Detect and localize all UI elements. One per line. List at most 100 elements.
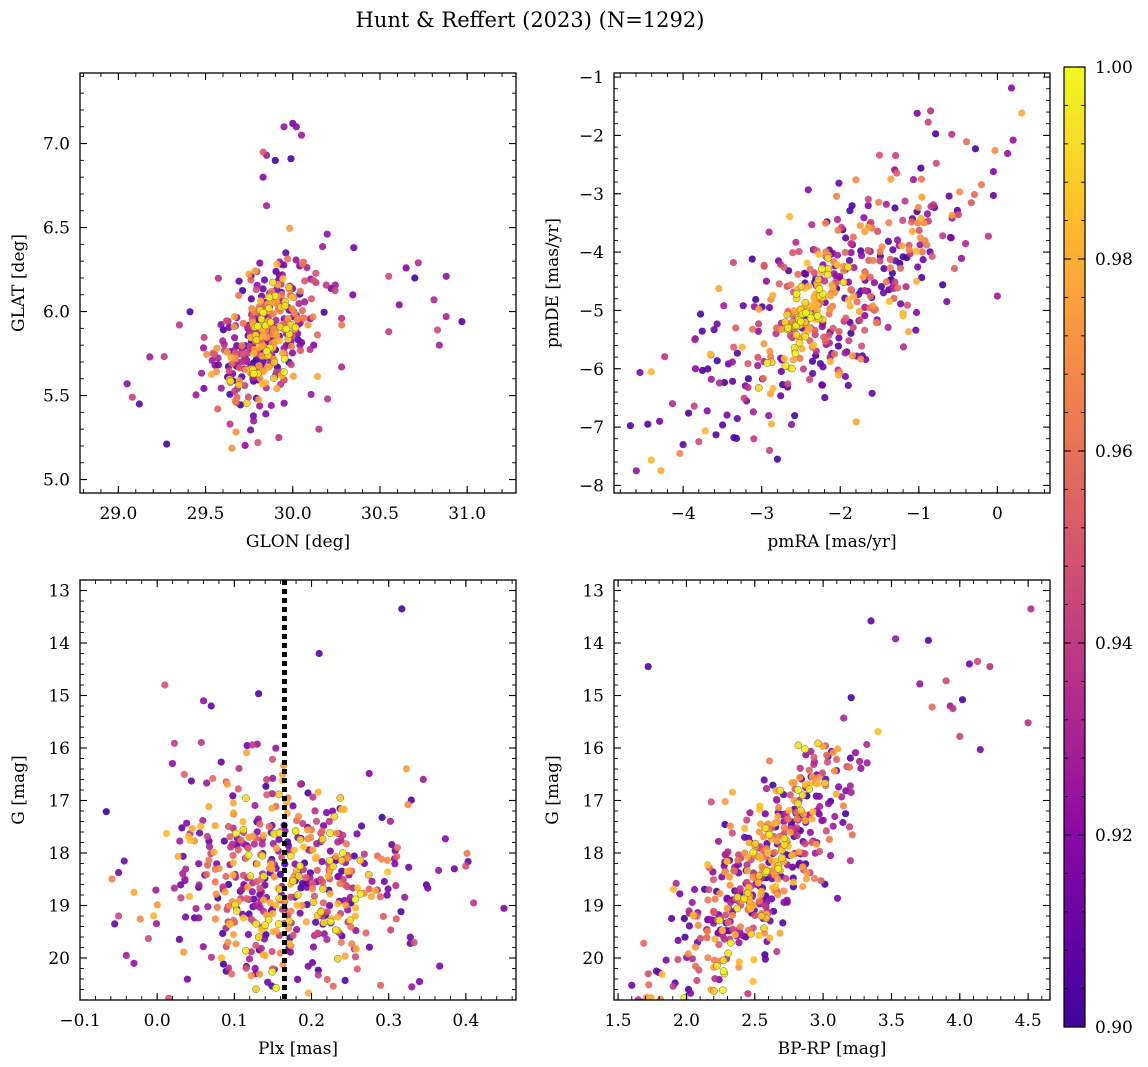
scatter-point bbox=[834, 342, 843, 350]
scatter-point bbox=[787, 420, 796, 429]
scatter-point bbox=[208, 356, 216, 364]
scatter-point bbox=[247, 276, 255, 284]
scatter-point bbox=[864, 195, 872, 203]
scatter-point bbox=[887, 175, 895, 183]
scatter-point bbox=[365, 769, 373, 778]
scatter-point bbox=[749, 873, 757, 882]
scatter-point bbox=[774, 864, 783, 873]
scatter-point bbox=[691, 943, 700, 951]
scatter-panel-3: −0.1 0.0 0.1 0.2 0.3 0.4 13 14 15 16 17 18 19 20 Plx [… bbox=[9, 579, 517, 1059]
scatter-point bbox=[385, 328, 393, 336]
scatter-point bbox=[916, 241, 924, 249]
scatter-point bbox=[319, 878, 327, 886]
scatter-point bbox=[229, 871, 237, 879]
scatter-point bbox=[792, 331, 801, 339]
scatter-point bbox=[228, 360, 236, 368]
scatter-point bbox=[271, 156, 279, 164]
x-tick-label: 30.5 bbox=[361, 504, 399, 524]
scatter-point bbox=[775, 280, 783, 288]
scatter-point bbox=[874, 728, 882, 736]
scatter-point bbox=[739, 302, 747, 310]
scatter-point bbox=[806, 265, 814, 273]
scatter-point bbox=[358, 822, 366, 830]
scatter-point bbox=[704, 896, 712, 904]
scatter-point bbox=[252, 336, 261, 344]
scatter-point bbox=[219, 929, 227, 938]
scatter-point bbox=[680, 914, 688, 923]
scatter-point bbox=[856, 316, 864, 324]
scatter-point bbox=[918, 274, 926, 282]
scatter-point bbox=[647, 456, 655, 464]
scatter-point bbox=[857, 764, 865, 773]
scatter-point bbox=[719, 967, 728, 975]
scatter-point bbox=[721, 798, 729, 806]
scatter-point bbox=[866, 273, 874, 281]
scatter-point bbox=[386, 817, 394, 825]
scatter-point bbox=[211, 915, 219, 923]
scatter-point bbox=[801, 817, 809, 825]
scatter-point bbox=[136, 915, 144, 923]
scatter-point bbox=[927, 202, 935, 211]
scatter-point bbox=[889, 246, 897, 254]
scatter-point bbox=[885, 297, 894, 305]
scatter-point bbox=[721, 868, 729, 876]
scatter-point bbox=[263, 776, 271, 784]
scatter-point bbox=[957, 254, 966, 262]
scatter-point bbox=[304, 789, 312, 797]
scatter-point bbox=[709, 876, 718, 884]
scatter-point bbox=[307, 295, 316, 303]
scatter-point bbox=[226, 420, 234, 428]
scatter-point bbox=[780, 824, 788, 832]
scatter-point bbox=[228, 444, 236, 452]
scatter-point bbox=[644, 420, 652, 428]
scatter-point bbox=[833, 215, 842, 224]
scatter-point bbox=[242, 399, 251, 408]
scatter-point bbox=[847, 249, 855, 257]
scatter-point bbox=[711, 935, 719, 943]
scatter-point bbox=[334, 838, 342, 846]
scatter-point bbox=[842, 234, 850, 242]
scatter-point bbox=[905, 246, 913, 254]
scatter-point bbox=[864, 246, 872, 255]
scatter-point bbox=[188, 825, 196, 833]
scatter-point bbox=[842, 787, 850, 795]
scatter-point bbox=[241, 946, 250, 955]
scatter-point bbox=[757, 887, 766, 896]
scatter-point bbox=[838, 793, 846, 801]
scatter-point bbox=[111, 920, 119, 928]
scatter-point bbox=[332, 852, 340, 861]
scatter-point bbox=[256, 970, 264, 978]
scatter-point bbox=[235, 291, 243, 299]
scatter-point bbox=[1007, 84, 1016, 92]
scatter-point bbox=[178, 824, 186, 832]
y-tick-label: 13 bbox=[48, 582, 70, 602]
scatter-point bbox=[264, 978, 272, 986]
scatter-point bbox=[761, 902, 769, 910]
scatter-point bbox=[280, 368, 288, 376]
scatter-point bbox=[392, 915, 400, 923]
scatter-point bbox=[337, 856, 346, 865]
scatter-point bbox=[338, 805, 346, 814]
scatter-point bbox=[217, 321, 225, 329]
scatter-point bbox=[685, 922, 694, 930]
scatter-point bbox=[908, 218, 916, 226]
scatter-point bbox=[323, 809, 331, 817]
scatter-point bbox=[728, 829, 736, 837]
y-tick-label: 16 bbox=[582, 739, 604, 759]
scatter-point bbox=[235, 381, 243, 389]
scatter-point bbox=[242, 356, 250, 364]
scatter-point bbox=[411, 274, 419, 282]
scatter-point bbox=[333, 954, 342, 963]
scatter-point bbox=[914, 263, 922, 271]
scatter-point bbox=[275, 835, 283, 844]
scatter-point bbox=[339, 849, 347, 857]
scatter-point bbox=[314, 929, 322, 937]
scatter-point bbox=[778, 854, 786, 863]
scatter-point bbox=[239, 818, 247, 826]
scatter-point bbox=[341, 976, 349, 985]
scatter-point bbox=[747, 905, 755, 913]
scatter-point bbox=[722, 911, 730, 919]
scatter-point bbox=[761, 810, 769, 818]
scatter-point bbox=[841, 372, 850, 381]
scatter-point bbox=[974, 657, 982, 666]
